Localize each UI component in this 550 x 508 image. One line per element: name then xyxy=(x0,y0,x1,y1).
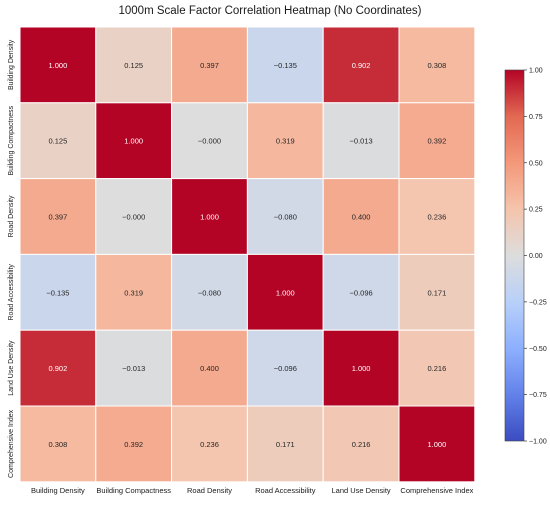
heatmap-cell-r0-c3 xyxy=(246,26,324,104)
heatmap-cell-r5-c0 xyxy=(19,405,97,483)
heatmap-cell-r4-c0 xyxy=(19,329,97,407)
heatmap-cells: 1.000 0.125 0.397 −0.135 0.902 0.308 0.125 1.00… xyxy=(19,26,476,483)
cell-value-label: −0.080 xyxy=(198,288,221,297)
column-label-land-use-density: Land Use Density xyxy=(331,486,390,495)
row-labels: Building Density Building Compactness Road… xyxy=(8,39,15,478)
heatmap-cell-r0-c2 xyxy=(171,26,248,104)
cell-value-label: 1.000 xyxy=(200,213,219,222)
cell-value-label: 0.308 xyxy=(49,440,68,449)
column-labels: Building Density Building Compactness Road… xyxy=(31,486,474,495)
cell-value-label: 0.236 xyxy=(200,440,219,449)
heatmap-cell-r2-c1 xyxy=(95,178,173,255)
chart-title: 1000m Scale Factor Correlation Heatmap (… xyxy=(119,5,422,17)
cell-value-label: 0.392 xyxy=(428,137,447,146)
column-label-road-accessibility: Road Accessibility xyxy=(255,486,316,495)
column-label-comprehensive-index: Comprehensive Index xyxy=(400,486,473,495)
heatmap-cell-r5-c5 xyxy=(398,405,476,483)
heatmap-cell-r3-c0 xyxy=(19,253,97,331)
cell-value-label: 0.392 xyxy=(124,440,143,449)
heatmap-cell-r3-c2 xyxy=(171,253,248,331)
heatmap-cell-r0-c5 xyxy=(398,26,476,104)
colorbar-tick-label: −0.75 xyxy=(529,392,547,399)
column-label-building-density: Building Density xyxy=(31,486,85,495)
column-label-road-density: Road Density xyxy=(187,486,232,495)
heatmap-cell-r4-c4 xyxy=(322,329,400,407)
cell-value-label: 0.308 xyxy=(428,61,447,70)
colorbar-tick-label: 0.50 xyxy=(529,160,543,167)
cell-value-label: −0.000 xyxy=(122,213,145,222)
heatmap-cell-r2-c0 xyxy=(19,178,97,255)
cell-value-label: 0.319 xyxy=(276,137,295,146)
heatmap-cell-r0-c1 xyxy=(95,26,173,104)
cell-value-label: 0.319 xyxy=(124,288,143,297)
colorbar: 1.00 0.75 0.50 0.25 0.00 −0.25 −0.50 −0.75 −1.00 xyxy=(504,68,547,446)
colorbar-tick-label: 0.25 xyxy=(529,207,543,214)
cell-value-label: −0.080 xyxy=(274,213,297,222)
cell-value-label: 1.000 xyxy=(124,137,143,146)
cell-value-label: −0.096 xyxy=(350,288,373,297)
cell-value-label: −0.000 xyxy=(198,137,221,146)
heatmap-cell-r4-c2 xyxy=(171,329,248,407)
row-label-road-accessibility: Road Accessibility xyxy=(8,264,15,321)
heatmap-cell-r1-c3 xyxy=(246,102,324,180)
heatmap-cell-r1-c5 xyxy=(398,102,476,180)
heatmap-cell-r1-c1 xyxy=(95,102,173,180)
cell-value-label: 0.171 xyxy=(276,440,295,449)
heatmap-cell-r4-c3 xyxy=(246,329,324,407)
row-label-building-density: Building Density xyxy=(8,39,15,90)
cell-value-label: 0.216 xyxy=(428,364,447,373)
heatmap-cell-r0-c0 xyxy=(19,26,97,104)
heatmap-cell-r2-c4 xyxy=(322,178,400,255)
cell-value-label: −0.135 xyxy=(274,61,297,70)
cell-value-label: 0.400 xyxy=(200,364,219,373)
colorbar-tick-label: −0.25 xyxy=(529,299,547,306)
cell-value-label: 1.000 xyxy=(428,440,447,449)
cell-value-label: −0.013 xyxy=(122,364,145,373)
cell-value-label: 0.397 xyxy=(49,213,68,222)
heatmap-cell-r0-c4 xyxy=(322,26,400,104)
heatmap-cell-r2-c5 xyxy=(398,178,476,255)
colorbar-gradient xyxy=(504,69,525,442)
colorbar-tick-label: −0.50 xyxy=(529,346,547,353)
cell-value-label: 0.902 xyxy=(49,364,68,373)
heatmap-cell-r3-c1 xyxy=(95,253,173,331)
heatmap-cell-r4-c5 xyxy=(398,329,476,407)
cell-value-label: 0.400 xyxy=(352,213,371,222)
cell-value-label: 1.000 xyxy=(276,288,295,297)
cell-value-label: −0.096 xyxy=(274,364,297,373)
cell-value-label: 0.236 xyxy=(428,213,447,222)
cell-value-label: −0.135 xyxy=(46,288,69,297)
row-label-land-use-density: Land Use Density xyxy=(8,340,15,396)
colorbar-tick-label: 0.00 xyxy=(529,253,543,260)
colorbar-tick-label: 1.00 xyxy=(529,68,543,75)
cell-value-label: 0.902 xyxy=(352,61,371,70)
cell-value-label: 0.171 xyxy=(428,288,447,297)
cell-value-label: 0.397 xyxy=(200,61,219,70)
heatmap-cell-r3-c3 xyxy=(246,253,324,331)
cell-value-label: −0.013 xyxy=(350,137,373,146)
colorbar-tick-label: −1.00 xyxy=(529,439,547,446)
row-label-road-density: Road Density xyxy=(8,195,15,238)
heatmap-cell-r5-c3 xyxy=(246,405,324,483)
cell-value-label: 0.216 xyxy=(352,440,371,449)
column-label-building-compactness: Building Compactness xyxy=(96,486,171,495)
heatmap-cell-r5-c4 xyxy=(322,405,400,483)
row-label-comprehensive-index: Comprehensive Index xyxy=(8,409,15,478)
row-label-building-compactness: Building Compactness xyxy=(8,105,15,175)
cell-value-label: 1.000 xyxy=(352,364,371,373)
heatmap-cell-r2-c3 xyxy=(246,178,324,255)
heatmap-cell-r3-c5 xyxy=(398,253,476,331)
cell-value-label: 0.125 xyxy=(124,61,143,70)
cell-value-label: 0.125 xyxy=(49,137,68,146)
colorbar-tick-label: 0.75 xyxy=(529,114,543,121)
cell-value-label: 1.000 xyxy=(49,61,68,70)
heatmap-cell-r3-c4 xyxy=(322,253,400,331)
